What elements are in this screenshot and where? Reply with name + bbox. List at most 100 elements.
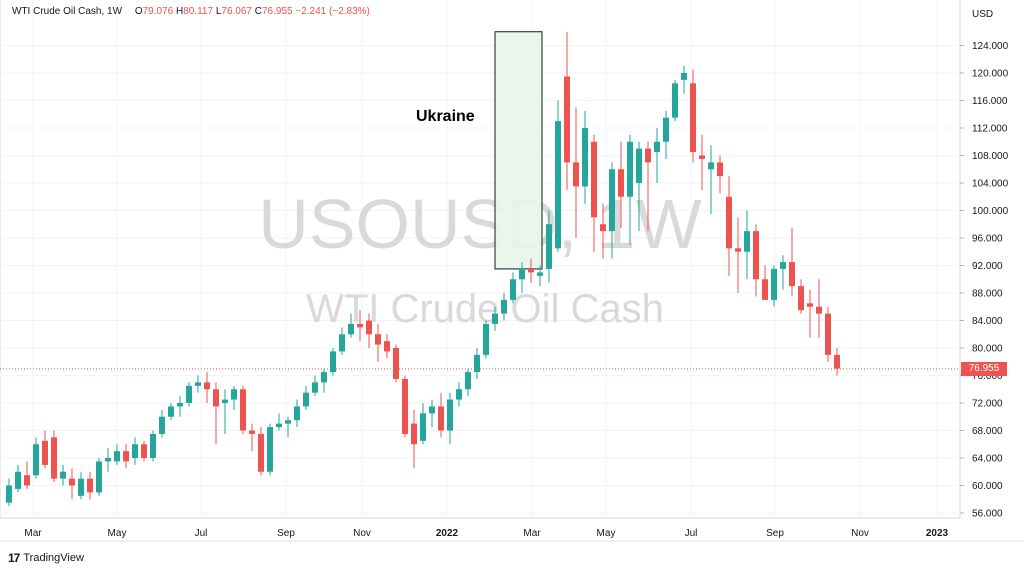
legend-open: 79.076 [142, 6, 174, 17]
candle-body [87, 478, 93, 493]
candle-body [753, 231, 759, 280]
x-tick-label: Sep [277, 528, 295, 539]
watermark-ticker: USOUSD, 1W [258, 185, 701, 263]
candle-body [96, 461, 102, 493]
y-tick-label: 76.000 [972, 371, 1003, 382]
x-tick-label: Jul [195, 528, 208, 539]
candle-body [582, 128, 588, 187]
candle-body [699, 155, 705, 159]
candle-body [627, 141, 633, 197]
candle-body [276, 423, 282, 428]
y-tick-label: 96.000 [972, 234, 1003, 245]
legend-high: 80.117 [183, 6, 214, 17]
highlight-box-ukraine [494, 31, 543, 270]
watermark: USOUSD, 1W WTI Crude Oil Cash [258, 185, 701, 331]
y-tick-label: 72.000 [972, 399, 1003, 410]
candle-body [510, 279, 516, 300]
candle-body [411, 423, 417, 445]
candle-body [195, 382, 201, 386]
y-tick-label: 60.000 [972, 481, 1003, 492]
candle-body [600, 224, 606, 232]
candle-body [663, 117, 669, 142]
candle-body [114, 451, 120, 462]
legend-change: −2.241 (−2.83%) [295, 6, 370, 17]
candle-body [78, 478, 84, 496]
candle-body [150, 433, 156, 458]
x-tick-label: 2023 [926, 528, 949, 539]
candle-body [303, 392, 309, 407]
x-tick-label: Nov [353, 528, 371, 539]
candle-body [420, 413, 426, 441]
legend-open-label: O [134, 6, 143, 17]
legend: WTI Crude Oil Cash, 1W O79.076 H80.117 L… [12, 6, 370, 17]
candle-body [15, 471, 21, 489]
legend-symbol[interactable]: WTI Crude Oil Cash, 1W [12, 6, 123, 17]
candle-body [717, 162, 723, 177]
candle-body [438, 406, 444, 431]
candle-body [609, 169, 615, 232]
candle-body [465, 372, 471, 390]
candle-body [312, 382, 318, 393]
tradingview-logo[interactable]: 17 TradingView [8, 551, 84, 565]
candle-body [339, 334, 345, 352]
last-price-tag: 76.955 [961, 361, 1007, 376]
candle-body [834, 354, 840, 369]
legend-close-label: C [254, 6, 262, 17]
candle-body [708, 162, 714, 170]
legend-low-label: L [215, 6, 222, 17]
candle-body [267, 427, 273, 472]
x-tick-label: Mar [523, 528, 541, 539]
y-tick-label: 104.000 [972, 179, 1009, 190]
annotation-ukraine: Ukraine [416, 108, 475, 125]
candle-body [573, 162, 579, 187]
candle-body [798, 286, 804, 311]
price-axis: 124.000 120.000 116.000 112.000 108.000 104.0… [960, 41, 1009, 520]
tradingview-logo-icon: 17 [8, 551, 20, 565]
tradingview-logo-text: TradingView [23, 552, 84, 564]
candle-body [6, 485, 12, 503]
candle-body [672, 83, 678, 118]
candle-body [258, 433, 264, 472]
x-tick-label: Jul [685, 528, 698, 539]
candle-body [366, 320, 372, 335]
candle-body [321, 372, 327, 383]
candle-body [447, 399, 453, 431]
candle-body [402, 378, 408, 434]
candle-body [762, 279, 768, 300]
highlight-layer [494, 31, 543, 270]
candle-body [24, 475, 30, 486]
candle-body [825, 313, 831, 355]
y-tick-label: 120.000 [972, 69, 1009, 80]
candle-body [492, 313, 498, 324]
candle-body [222, 399, 228, 403]
candle-body [294, 406, 300, 421]
candle-body [177, 403, 183, 407]
candle-body [546, 224, 552, 269]
candle-body [645, 148, 651, 163]
y-tick-label: 56.000 [972, 509, 1003, 520]
candle-body [213, 389, 219, 407]
candle-body [168, 406, 174, 417]
legend-close: 76.955 [262, 6, 293, 17]
candle-body [33, 444, 39, 476]
candle-body [654, 141, 660, 153]
y-tick-label: 116.000 [972, 96, 1008, 107]
candle-body [132, 444, 138, 458]
y-tick-label: 100.000 [972, 206, 1009, 217]
y-tick-label: 88.000 [972, 289, 1003, 300]
candle-body [744, 231, 750, 252]
candle-body [357, 323, 363, 328]
y-tick-label: 84.000 [972, 316, 1003, 327]
candle-body [285, 420, 291, 424]
candle-body [456, 389, 462, 400]
legend-high-label: H [175, 6, 184, 17]
candle-body [726, 196, 732, 249]
candle-body [51, 437, 57, 479]
candle-body [735, 248, 741, 252]
candle-body [330, 351, 336, 373]
candle-body [204, 382, 210, 390]
x-tick-label: Mar [24, 528, 42, 539]
candle-body [618, 169, 624, 197]
